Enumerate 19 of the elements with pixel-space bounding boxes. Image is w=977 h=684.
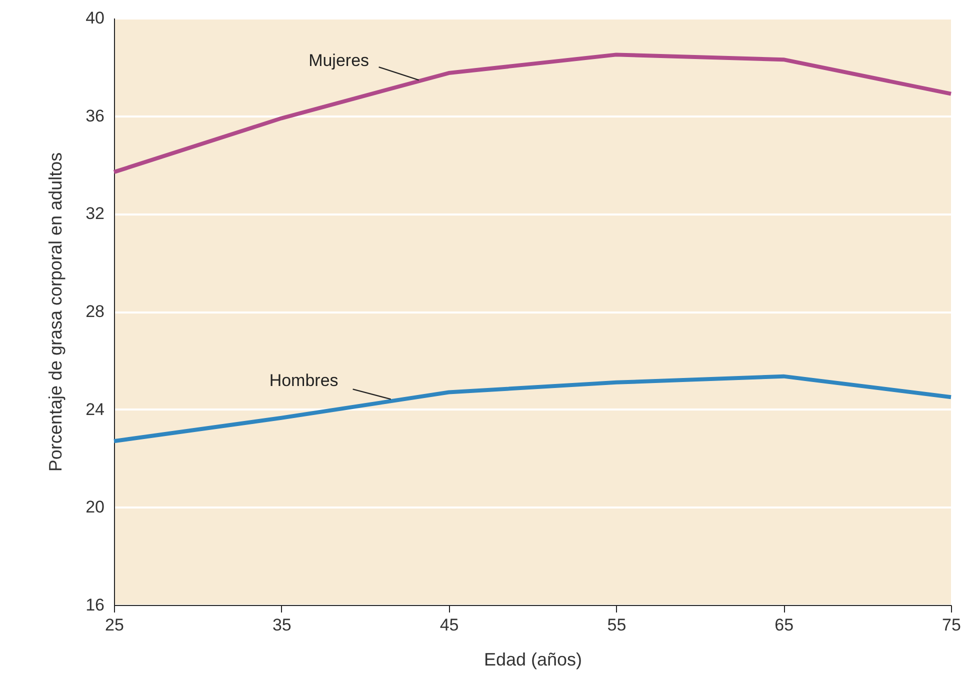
series-label: Hombres [269,371,338,390]
y-tick-label: 36 [86,106,104,126]
line-series [112,52,953,174]
y-axis-title: Porcentaje de grasa corporal en adultos [46,152,66,472]
x-tick-label: 25 [105,616,124,634]
x-tick-label: 75 [942,616,961,634]
series-label: Mujeres [308,51,370,70]
y-tick-label: 20 [86,498,104,517]
y-tick-label: 40 [86,8,104,28]
line-series [112,374,953,444]
x-tick-label: 45 [440,616,459,634]
y-tick-label: 24 [86,400,104,419]
y-tick-label: 16 [86,596,104,614]
x-tick-label: 35 [272,616,292,634]
x-tick-label: 65 [774,616,794,634]
y-tick-label: 28 [86,302,104,321]
x-axis-title: Edad (años) [484,650,582,670]
x-tick-label: 55 [607,616,626,634]
y-tick-label: 32 [86,204,104,224]
